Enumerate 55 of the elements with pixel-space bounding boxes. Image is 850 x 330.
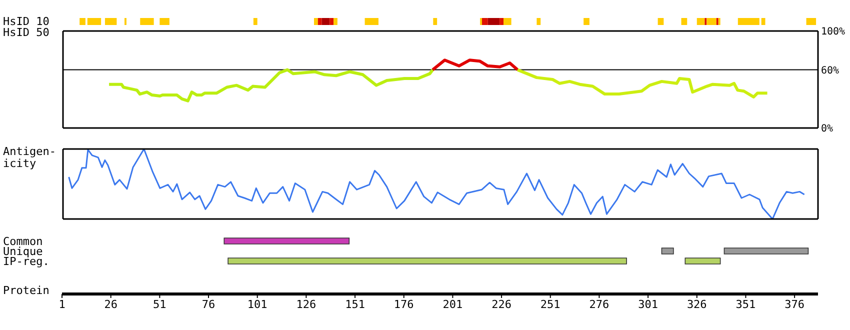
x-tick-label: 126	[296, 298, 316, 311]
category-label: HsID 10	[3, 15, 50, 28]
bar	[696, 18, 705, 25]
x-tick-label: 301	[638, 298, 658, 311]
bar	[433, 18, 438, 25]
bar	[314, 18, 318, 25]
x-tick-label: 1	[58, 298, 66, 311]
bar	[334, 18, 338, 25]
bar	[160, 18, 170, 25]
x-axis-title: Protein	[3, 284, 50, 297]
x-tick-label: 251	[540, 298, 560, 311]
bar	[488, 18, 500, 25]
y-axis-title: HsID 50	[3, 26, 50, 39]
line-series	[108, 68, 434, 102]
line-series	[516, 68, 769, 98]
bar	[706, 18, 716, 25]
x-tick-label: 226	[492, 298, 512, 311]
y-axis-title: Antigen- icity	[3, 145, 56, 170]
x-tick-label: 76	[202, 298, 216, 311]
bar	[806, 18, 816, 25]
bar	[681, 18, 688, 25]
x-tick-label: 351	[736, 298, 756, 311]
bar	[761, 18, 766, 25]
bar	[330, 18, 334, 25]
bar	[503, 18, 512, 25]
bar	[253, 18, 258, 25]
x-tick-label: 151	[345, 298, 365, 311]
bar	[87, 18, 102, 25]
x-tick-label: 326	[686, 298, 707, 311]
x-tick-label: 201	[442, 298, 463, 311]
bar	[500, 18, 504, 25]
bar	[738, 18, 760, 25]
bar	[364, 18, 378, 25]
bar	[140, 18, 154, 25]
bar	[536, 18, 541, 25]
y-tick-label: Common	[3, 235, 43, 248]
bar	[658, 18, 664, 25]
x-tick-label: 176	[394, 298, 414, 311]
y-tick-label: 60%	[821, 65, 840, 76]
x-tick-label: 101	[247, 298, 268, 311]
y-tick-label: 0%	[821, 124, 834, 135]
x-tick-label: 51	[153, 298, 166, 311]
y-tick-label: Unique	[3, 245, 43, 258]
bar	[482, 18, 488, 25]
line-series	[431, 58, 520, 72]
x-tick-label: 276	[589, 298, 610, 311]
bar	[104, 18, 117, 25]
bar	[584, 18, 590, 25]
x-tick-label: 26	[104, 298, 118, 311]
y-tick-label: 100%	[821, 26, 846, 38]
bar	[80, 18, 86, 25]
bar	[322, 18, 330, 25]
bar	[224, 238, 350, 244]
x-tick-label: 376	[784, 298, 804, 311]
bar	[318, 18, 322, 25]
